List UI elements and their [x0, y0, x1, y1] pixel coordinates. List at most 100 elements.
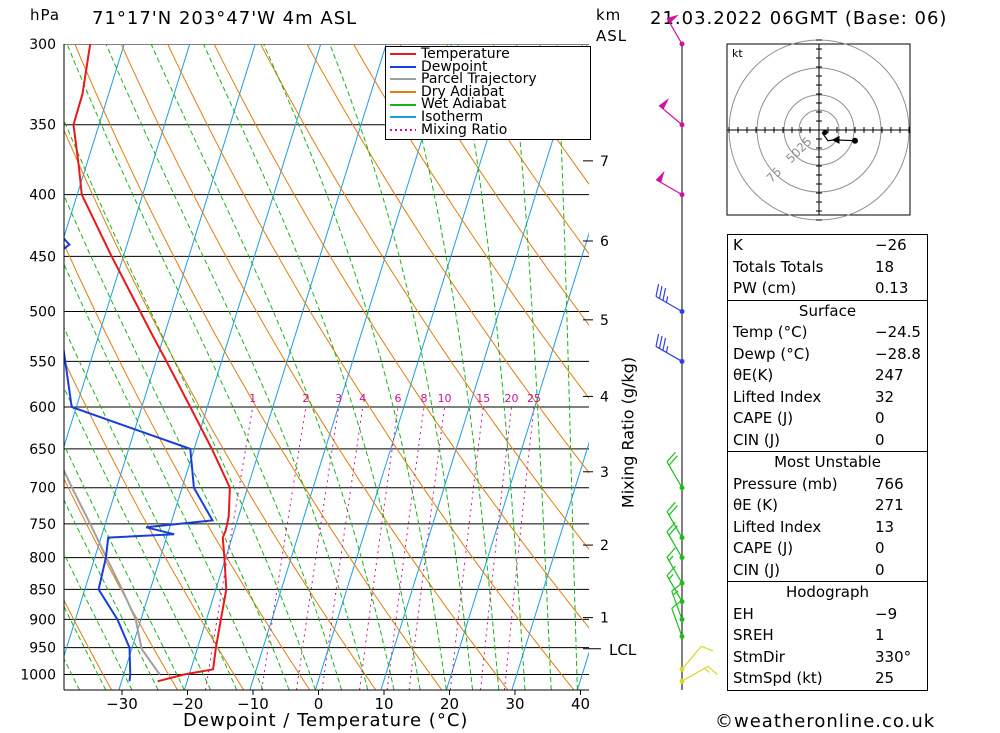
stats-row: StmSpd (kt) 25: [728, 668, 927, 690]
pressure-tick-label: 750: [29, 517, 56, 533]
stats-value: 13: [875, 517, 895, 536]
isotherm-line: [314, 44, 518, 690]
temp-tick-label: −30: [106, 695, 138, 713]
mixing-ratio-axis-title: Mixing Ratio (g/kg): [618, 356, 638, 509]
km-tick-label: 4: [600, 389, 609, 405]
x-axis-title: Dewpoint / Temperature (°C): [183, 710, 469, 731]
temp-tick-label: 0: [314, 695, 324, 713]
sounding-datetime: 21.03.2022 06GMT (Base: 06): [650, 8, 948, 29]
pressure-tick-label: 550: [29, 354, 56, 370]
legend-label: Isotherm: [421, 108, 484, 125]
stats-row: PW (cm) 0.13: [728, 278, 927, 300]
km-unit-label: km: [596, 6, 622, 24]
mixing-ratio-label: 8: [420, 392, 427, 405]
legend-item: Wet Adiabat: [386, 98, 590, 111]
pressure-tick-label: 450: [29, 249, 56, 265]
stats-label: EH: [733, 604, 754, 623]
dry-adiabat-line: [64, 242, 311, 690]
stats-value: −24.5: [875, 323, 921, 341]
pressure-tick-label: 500: [29, 305, 56, 321]
stats-value: 25: [875, 669, 895, 687]
isotherm-line: [511, 441, 589, 690]
km-tick-label: 2: [600, 538, 609, 554]
dry-adiabat-line: [64, 359, 245, 690]
legend-item: Dewpoint: [386, 60, 590, 73]
pressure-tick-label: 400: [29, 188, 56, 204]
hodograph-trace: [821, 132, 856, 142]
stats-row: Dewp (°C) −28.8: [728, 344, 927, 366]
dry-adiabat-line: [957, 44, 1000, 690]
km-tick-label: 3: [600, 465, 609, 481]
wet-adiabat-line: [556, 44, 578, 690]
temp-tick-label: −10: [237, 695, 269, 713]
stats-value: 0: [875, 560, 885, 579]
stats-label: Lifted Index: [733, 387, 822, 406]
pressure-tick-label: 600: [29, 400, 56, 416]
stats-row: Temp (°C) −24.5: [728, 322, 927, 344]
dry-adiabat-line: [167, 44, 575, 690]
pressure-tick-label: 700: [29, 481, 56, 497]
wet-adiabat-line: [64, 498, 159, 690]
legend-label: Mixing Ratio: [421, 121, 508, 138]
hodograph-units: kt: [732, 47, 743, 60]
wind-barb: [655, 170, 685, 198]
wind-barb: [655, 284, 685, 315]
wind-barb: [666, 14, 685, 47]
wind-barb: [655, 333, 685, 364]
wet-adiabat-line: [64, 194, 290, 690]
stats-row: CAPE (J) 0: [728, 408, 927, 430]
footer-credit[interactable]: ©weatheronline.co.uk: [715, 711, 936, 732]
stats-row: CIN (J) 0: [728, 560, 927, 582]
dry-adiabat-line: [120, 44, 509, 690]
wet-adiabat-line: [105, 44, 369, 690]
wet-adiabat-line: [64, 263, 264, 690]
wet-adiabat-line: [396, 44, 500, 690]
stats-label: CIN (J): [733, 430, 781, 449]
stats-value: −9: [875, 604, 898, 623]
wet-adiabat-line: [66, 44, 343, 690]
temp-tick-label: 30: [505, 695, 524, 713]
wind-barb: [666, 451, 685, 491]
stats-row: EH −9: [728, 604, 927, 626]
legend-item: Temperature: [386, 47, 590, 61]
pressure-tick-label: 300: [29, 37, 56, 53]
asl-unit-label: ASL: [596, 27, 628, 45]
stats-value: 0: [875, 539, 885, 557]
stats-label: CAPE (J): [733, 409, 794, 427]
pressure-tick-label: 800: [29, 551, 56, 567]
temp-tick-label: 10: [374, 695, 393, 713]
wet-adiabat-line: [64, 443, 185, 690]
dry-adiabat-line: [74, 44, 443, 690]
dewpoint-profile-line: [64, 237, 215, 682]
stats-row: CAPE (J) 0: [728, 538, 927, 560]
pressure-tick-label: 350: [29, 118, 56, 134]
stats-label: Totals Totals: [733, 257, 824, 276]
wet-adiabat-line: [150, 44, 395, 690]
hodograph-top-point: [852, 137, 858, 144]
mixing-ratio-label: 1: [249, 392, 256, 405]
dry-adiabat-line: [213, 44, 589, 629]
dry-adiabat-line: [260, 44, 589, 551]
stats-value: 0: [875, 430, 885, 449]
dry-adiabat-line: [306, 44, 589, 474]
stats-value: −28.8: [875, 344, 921, 363]
stats-row: StmDir 330°: [728, 647, 927, 669]
km-tick-label: 1: [600, 611, 609, 627]
mixing-ratio-label: 2: [302, 392, 309, 405]
mixing-ratio-label: 20: [505, 392, 519, 405]
wind-barb: [666, 565, 685, 605]
legend-item: Isotherm: [386, 108, 590, 125]
surface-section-title: Surface: [728, 299, 927, 323]
wind-barb: [666, 501, 685, 541]
pressure-tick-label: 950: [29, 641, 56, 657]
dry-adiabat-line: [64, 128, 377, 690]
wind-barb: [658, 98, 685, 128]
stats-value: 32: [875, 387, 895, 406]
storm-motion-marker: [831, 135, 840, 144]
stats-row: CIN (J) 0: [728, 430, 927, 452]
mixing-ratio-label: 25: [527, 392, 541, 405]
dry-adiabat-line: [399, 44, 589, 326]
wet-adiabat-line: [202, 44, 421, 690]
stats-value: 0.13: [875, 279, 909, 297]
